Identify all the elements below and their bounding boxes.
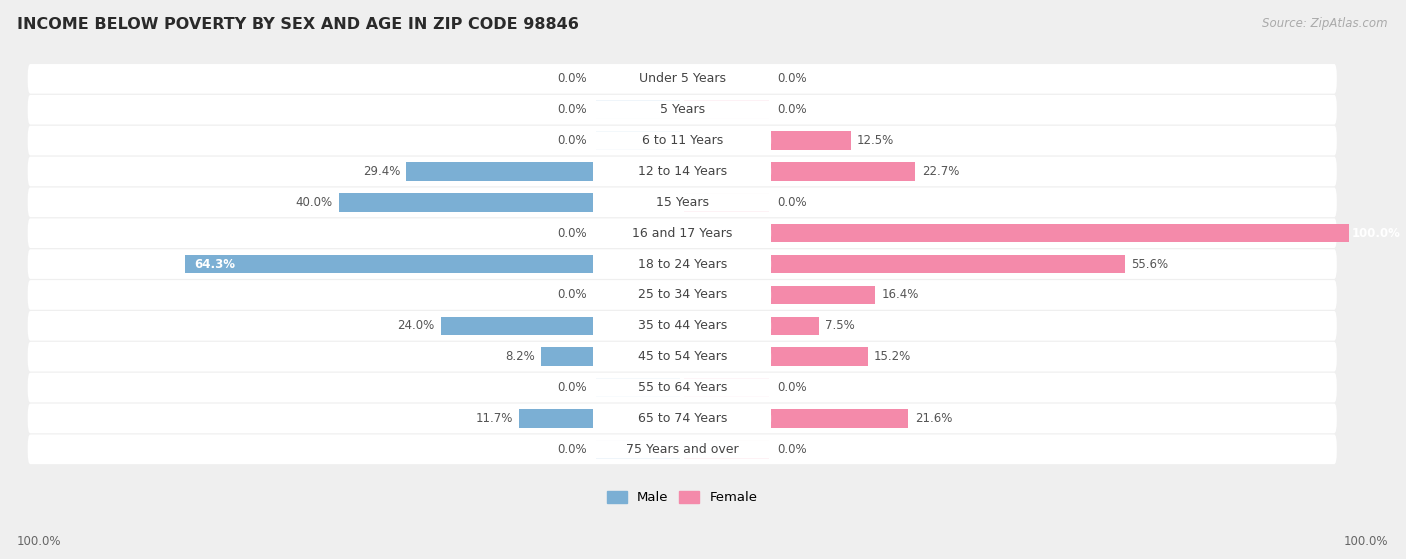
- FancyBboxPatch shape: [28, 311, 1337, 340]
- FancyBboxPatch shape: [28, 157, 1337, 186]
- Text: 16.4%: 16.4%: [882, 288, 920, 301]
- Text: 100.0%: 100.0%: [1343, 534, 1388, 548]
- Text: 55 to 64 Years: 55 to 64 Years: [637, 381, 727, 394]
- Bar: [685, 69, 769, 88]
- FancyBboxPatch shape: [28, 126, 1337, 155]
- Bar: [596, 131, 681, 150]
- Text: 0.0%: 0.0%: [778, 443, 807, 456]
- Bar: [406, 162, 593, 181]
- Bar: [685, 193, 769, 212]
- Bar: [772, 162, 915, 181]
- Text: 24.0%: 24.0%: [396, 319, 434, 332]
- Legend: Male, Female: Male, Female: [602, 485, 763, 509]
- Text: 40.0%: 40.0%: [295, 196, 333, 209]
- Bar: [339, 193, 593, 212]
- Bar: [541, 348, 593, 366]
- Text: 16 and 17 Years: 16 and 17 Years: [633, 227, 733, 240]
- Bar: [440, 316, 593, 335]
- FancyBboxPatch shape: [28, 187, 1337, 217]
- FancyBboxPatch shape: [593, 440, 772, 458]
- Bar: [596, 378, 681, 397]
- Text: 29.4%: 29.4%: [363, 165, 401, 178]
- Bar: [772, 409, 908, 428]
- Text: 12.5%: 12.5%: [858, 134, 894, 147]
- Text: 21.6%: 21.6%: [915, 412, 952, 425]
- Bar: [772, 255, 1125, 273]
- Bar: [685, 101, 769, 119]
- FancyBboxPatch shape: [28, 95, 1337, 125]
- FancyBboxPatch shape: [593, 101, 772, 119]
- FancyBboxPatch shape: [593, 224, 772, 243]
- Text: 35 to 44 Years: 35 to 44 Years: [637, 319, 727, 332]
- FancyBboxPatch shape: [593, 286, 772, 304]
- Text: 18 to 24 Years: 18 to 24 Years: [637, 258, 727, 271]
- FancyBboxPatch shape: [593, 409, 772, 428]
- Text: Under 5 Years: Under 5 Years: [638, 72, 725, 86]
- Text: Source: ZipAtlas.com: Source: ZipAtlas.com: [1263, 17, 1388, 30]
- Text: 55.6%: 55.6%: [1130, 258, 1168, 271]
- Text: 12 to 14 Years: 12 to 14 Years: [638, 165, 727, 178]
- Text: 0.0%: 0.0%: [557, 72, 586, 86]
- Bar: [519, 409, 593, 428]
- Text: 0.0%: 0.0%: [557, 381, 586, 394]
- Text: 100.0%: 100.0%: [17, 534, 62, 548]
- Bar: [596, 286, 681, 304]
- Text: 75 Years and over: 75 Years and over: [626, 443, 738, 456]
- Text: 7.5%: 7.5%: [825, 319, 855, 332]
- FancyBboxPatch shape: [28, 404, 1337, 433]
- Text: 0.0%: 0.0%: [557, 134, 586, 147]
- Bar: [596, 440, 681, 458]
- Text: 11.7%: 11.7%: [475, 412, 513, 425]
- FancyBboxPatch shape: [28, 249, 1337, 279]
- Bar: [772, 224, 1406, 243]
- FancyBboxPatch shape: [28, 280, 1337, 310]
- Text: 0.0%: 0.0%: [778, 72, 807, 86]
- Bar: [685, 440, 769, 458]
- Bar: [596, 101, 681, 119]
- FancyBboxPatch shape: [28, 342, 1337, 372]
- FancyBboxPatch shape: [593, 69, 772, 88]
- FancyBboxPatch shape: [28, 373, 1337, 402]
- Bar: [685, 378, 769, 397]
- FancyBboxPatch shape: [28, 219, 1337, 248]
- Text: 15 Years: 15 Years: [655, 196, 709, 209]
- FancyBboxPatch shape: [593, 255, 772, 273]
- Text: 0.0%: 0.0%: [778, 381, 807, 394]
- FancyBboxPatch shape: [593, 162, 772, 181]
- FancyBboxPatch shape: [593, 131, 772, 150]
- FancyBboxPatch shape: [593, 378, 772, 397]
- Text: 25 to 34 Years: 25 to 34 Years: [637, 288, 727, 301]
- Text: INCOME BELOW POVERTY BY SEX AND AGE IN ZIP CODE 98846: INCOME BELOW POVERTY BY SEX AND AGE IN Z…: [17, 17, 579, 32]
- FancyBboxPatch shape: [28, 64, 1337, 94]
- Bar: [596, 224, 681, 243]
- FancyBboxPatch shape: [593, 316, 772, 335]
- Text: 0.0%: 0.0%: [557, 103, 586, 116]
- FancyBboxPatch shape: [28, 434, 1337, 464]
- Bar: [772, 286, 876, 304]
- FancyBboxPatch shape: [593, 193, 772, 212]
- FancyBboxPatch shape: [593, 348, 772, 366]
- Text: 0.0%: 0.0%: [778, 196, 807, 209]
- Text: 5 Years: 5 Years: [659, 103, 704, 116]
- Text: 0.0%: 0.0%: [778, 103, 807, 116]
- Bar: [596, 69, 681, 88]
- Text: 8.2%: 8.2%: [505, 350, 534, 363]
- Text: 15.2%: 15.2%: [875, 350, 911, 363]
- Text: 6 to 11 Years: 6 to 11 Years: [641, 134, 723, 147]
- Bar: [772, 348, 868, 366]
- Text: 0.0%: 0.0%: [557, 443, 586, 456]
- Bar: [772, 131, 851, 150]
- Text: 64.3%: 64.3%: [194, 258, 235, 271]
- Text: 22.7%: 22.7%: [922, 165, 959, 178]
- Bar: [184, 255, 593, 273]
- Text: 100.0%: 100.0%: [1351, 227, 1400, 240]
- Text: 0.0%: 0.0%: [557, 227, 586, 240]
- Bar: [772, 316, 818, 335]
- Text: 65 to 74 Years: 65 to 74 Years: [637, 412, 727, 425]
- Text: 0.0%: 0.0%: [557, 288, 586, 301]
- Text: 45 to 54 Years: 45 to 54 Years: [637, 350, 727, 363]
